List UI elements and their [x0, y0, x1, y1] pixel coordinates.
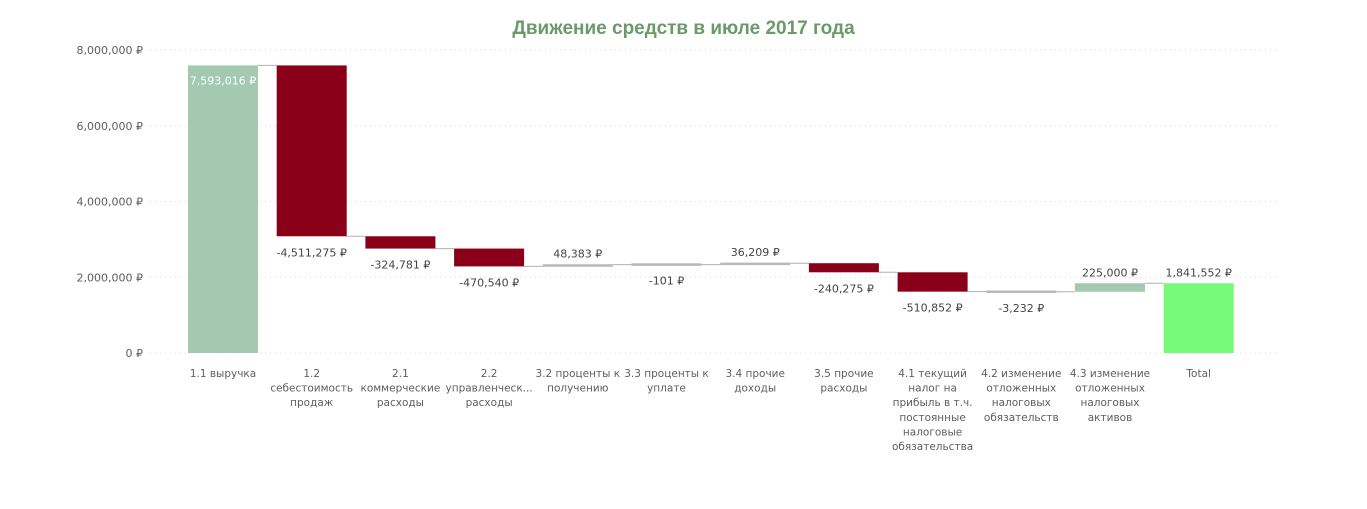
category-label-line: обязательств — [984, 412, 1059, 424]
category-label-line: отложенных — [986, 383, 1056, 395]
category-label: Total — [1185, 368, 1211, 380]
waterfall-bar — [276, 65, 347, 237]
waterfall-bar — [986, 290, 1057, 293]
category-label-line: активов — [1088, 412, 1133, 424]
category-label-line: 2.2 — [481, 368, 498, 380]
category-label-line: постоянные — [899, 412, 965, 424]
category-label: 4.2 изменение отложенных налоговых обязател… — [981, 368, 1061, 424]
waterfall-bar — [1163, 283, 1234, 353]
category-label: 4.1 текущий налог на прибыль в т.ч. постоян… — [892, 368, 973, 453]
y-tick-label: 2,000,000 ₽ — [77, 271, 143, 284]
category-label: 3.5 прочие расходы — [814, 368, 873, 395]
category-label-line: прибыль в т.ч. — [893, 397, 973, 409]
data-label: 48,383 ₽ — [553, 248, 602, 261]
category-label: 3.3 проценты к уплате — [624, 368, 709, 395]
category-label-line: 4.1 текущий — [898, 368, 967, 380]
category-label-line: налоговых — [1080, 397, 1139, 409]
category-label-line: 3.4 прочие — [725, 368, 784, 380]
category-label-line: налог на — [908, 383, 957, 395]
category-label-line: себестоимость — [270, 383, 353, 395]
data-label: -3,232 ₽ — [998, 302, 1044, 315]
waterfall-bar — [454, 248, 525, 267]
category-label-line: налоговых — [992, 397, 1051, 409]
category-label: 2.2 управленческ... расходы — [445, 368, 532, 409]
data-label: -470,540 ₽ — [459, 276, 519, 289]
category-label: 4.3 изменение отложенных налоговых активов — [1070, 368, 1150, 424]
category-label-line: уплате — [647, 383, 686, 395]
category-label-line: управленческ... — [445, 383, 532, 395]
waterfall-bar — [542, 264, 613, 267]
data-label: -510,852 ₽ — [903, 302, 963, 315]
waterfall-bar — [365, 236, 436, 249]
waterfall-bar — [720, 262, 791, 266]
data-label: 1,841,552 ₽ — [1165, 266, 1231, 279]
category-label-line: 1.1 выручка — [190, 368, 256, 380]
waterfall-bar — [897, 272, 968, 292]
category-label-line: доходы — [734, 383, 776, 395]
chart-title: Движение средств в июле 2017 года — [512, 18, 855, 39]
y-tick-label: 6,000,000 ₽ — [77, 120, 143, 133]
waterfall-bar — [808, 263, 879, 273]
category-label-line: 3.2 проценты к — [536, 368, 621, 380]
category-label-line: расходы — [466, 397, 513, 409]
category-label: 1.2 себестоимость продаж — [270, 368, 353, 409]
data-label: -101 ₽ — [649, 275, 684, 288]
category-label: 2.1 коммерческие расходы — [361, 368, 441, 409]
data-label: 225,000 ₽ — [1082, 266, 1138, 279]
data-label: -324,781 ₽ — [370, 259, 430, 272]
category-label-line: 4.3 изменение — [1070, 368, 1150, 380]
category-label: 1.1 выручка — [190, 368, 256, 380]
data-label: -4,511,275 ₽ — [276, 246, 346, 259]
category-label-line: обязательства — [892, 441, 973, 453]
category-label-line: 1.2 — [303, 368, 320, 380]
waterfall-bar — [1075, 283, 1145, 292]
category-label-line: 3.3 проценты к — [624, 368, 709, 380]
category-label: 3.4 прочие доходы — [725, 368, 784, 395]
waterfall-bar — [188, 65, 258, 353]
category-label-line: Total — [1185, 368, 1211, 380]
category-label-line: расходы — [377, 397, 424, 409]
waterfall-bar — [631, 263, 702, 266]
category-label-line: получению — [547, 383, 609, 395]
category-label-line: 4.2 изменение — [981, 368, 1061, 380]
data-label: -240,275 ₽ — [814, 282, 874, 295]
data-label: 7,593,016 ₽ — [190, 74, 256, 87]
y-tick-label: 4,000,000 ₽ — [77, 196, 143, 209]
category-label-line: 3.5 прочие — [814, 368, 873, 380]
category-label-line: расходы — [820, 383, 867, 395]
category-label-line: отложенных — [1075, 383, 1145, 395]
y-tick-label: 0 ₽ — [126, 347, 144, 360]
category-label: 3.2 проценты к получению — [536, 368, 621, 395]
category-label-line: 2.1 — [392, 368, 409, 380]
y-tick-label: 8,000,000 ₽ — [77, 44, 143, 57]
category-label-line: продаж — [290, 397, 334, 409]
data-label: 36,209 ₽ — [731, 246, 780, 259]
category-label-line: налоговые — [903, 426, 962, 438]
category-label-line: коммерческие — [361, 383, 441, 395]
